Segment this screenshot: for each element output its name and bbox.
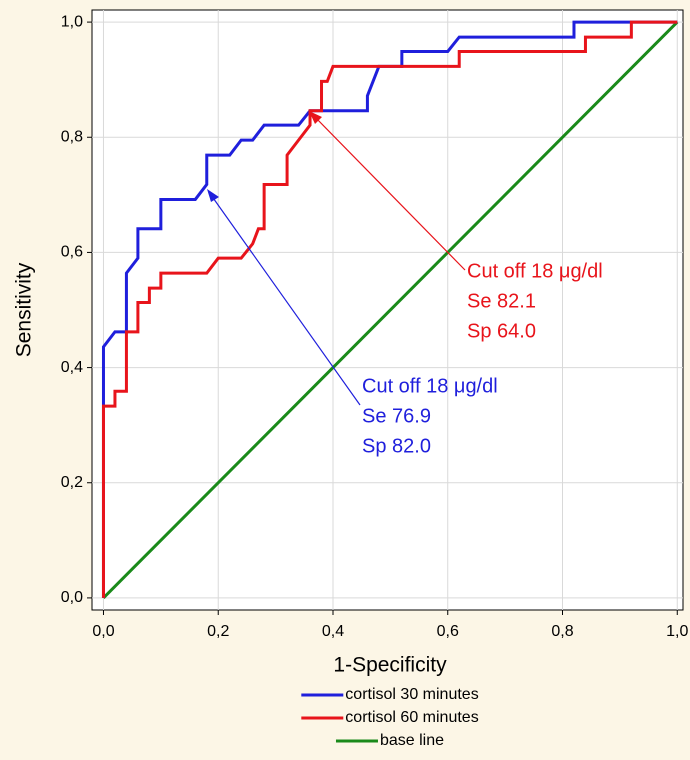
series-line [102,21,679,599]
annotation-text: Cut off 18 μg/dl [362,375,498,397]
arrow-head [207,189,219,202]
x-tick-label: 0,6 [437,623,459,640]
annotation-text: Se 82.1 [467,290,536,312]
arrow [313,115,466,271]
y-tick-label: 0,8 [61,128,83,145]
y-tick-label: 0,0 [61,589,83,606]
x-tick-label: 0,8 [551,623,573,640]
y-tick-label: 0,4 [61,359,83,376]
x-tick-label: 0,4 [322,623,344,640]
arrow [210,194,361,406]
legend: cortisol 30 minutes cortisol 60 minutes ba… [301,686,479,749]
legend-label: base line [380,732,444,749]
y-tick-label: 0,6 [61,244,83,261]
annotation-text: Cut off 18 μg/dl [467,260,603,282]
y-tick-label: 0,2 [61,474,83,491]
y-tick-label: 1,0 [61,13,83,30]
annotation-text: Sp 64.0 [467,320,536,342]
legend-label: cortisol 60 minutes [345,709,478,726]
x-axis-label: 1-Specificity [333,654,447,677]
series-line [101,20,678,598]
lines [101,20,679,599]
x-tick-label: 0,2 [207,623,229,640]
x-tick-label: 0,0 [92,623,114,640]
annotation-text: Sp 82.0 [362,435,431,457]
series-line [101,20,678,598]
arrow-head [309,111,322,124]
annotation-text: Se 76.9 [362,405,431,427]
x-tick-label: 1,0 [666,623,688,640]
annotations: Cut off 18 μg/dl Se 82.1 Sp 64.0 Cut off 18… [207,111,603,457]
legend-label: cortisol 30 minutes [345,686,478,703]
y-axis-label: Sensitivity [13,262,36,357]
